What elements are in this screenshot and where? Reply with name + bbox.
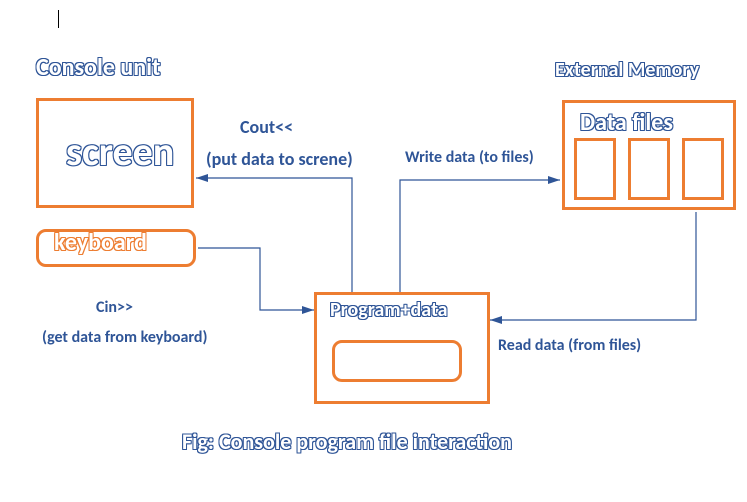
program-to-files-arrowhead	[548, 176, 560, 184]
data-files-label: Data files	[580, 108, 673, 137]
program-to-files	[400, 180, 560, 292]
cin-label: Cin>>	[96, 298, 133, 317]
figure-caption: Fig: Console program file interaction	[182, 428, 512, 455]
file-rect-2	[628, 138, 670, 200]
program-inner-box	[332, 340, 462, 382]
program-to-screen-arrowhead	[196, 174, 208, 182]
read-data-label: Read data (from files)	[498, 336, 641, 355]
program-to-screen	[196, 178, 352, 292]
file-rect-1	[574, 138, 616, 200]
keyboard-to-program	[198, 248, 314, 310]
program-data-label: Program+data	[330, 298, 448, 322]
files-to-program	[490, 212, 696, 320]
write-data-label: Write data (to files)	[405, 148, 534, 167]
screen-label: screen	[66, 127, 174, 176]
console-unit-label: Console unit	[36, 53, 160, 82]
text-cursor	[58, 10, 59, 28]
keyboard-label: keyboard	[54, 228, 147, 257]
get-keyboard-label: (get data from keyboard)	[42, 328, 208, 347]
files-to-program-arrowhead	[490, 316, 502, 324]
cout-label: Cout<<	[240, 116, 293, 138]
put-to-screen-label: (put data to screne)	[206, 148, 353, 170]
keyboard-to-program-arrowhead	[302, 306, 314, 314]
external-memory-label: External Memory	[555, 58, 699, 82]
file-rect-3	[682, 138, 724, 200]
